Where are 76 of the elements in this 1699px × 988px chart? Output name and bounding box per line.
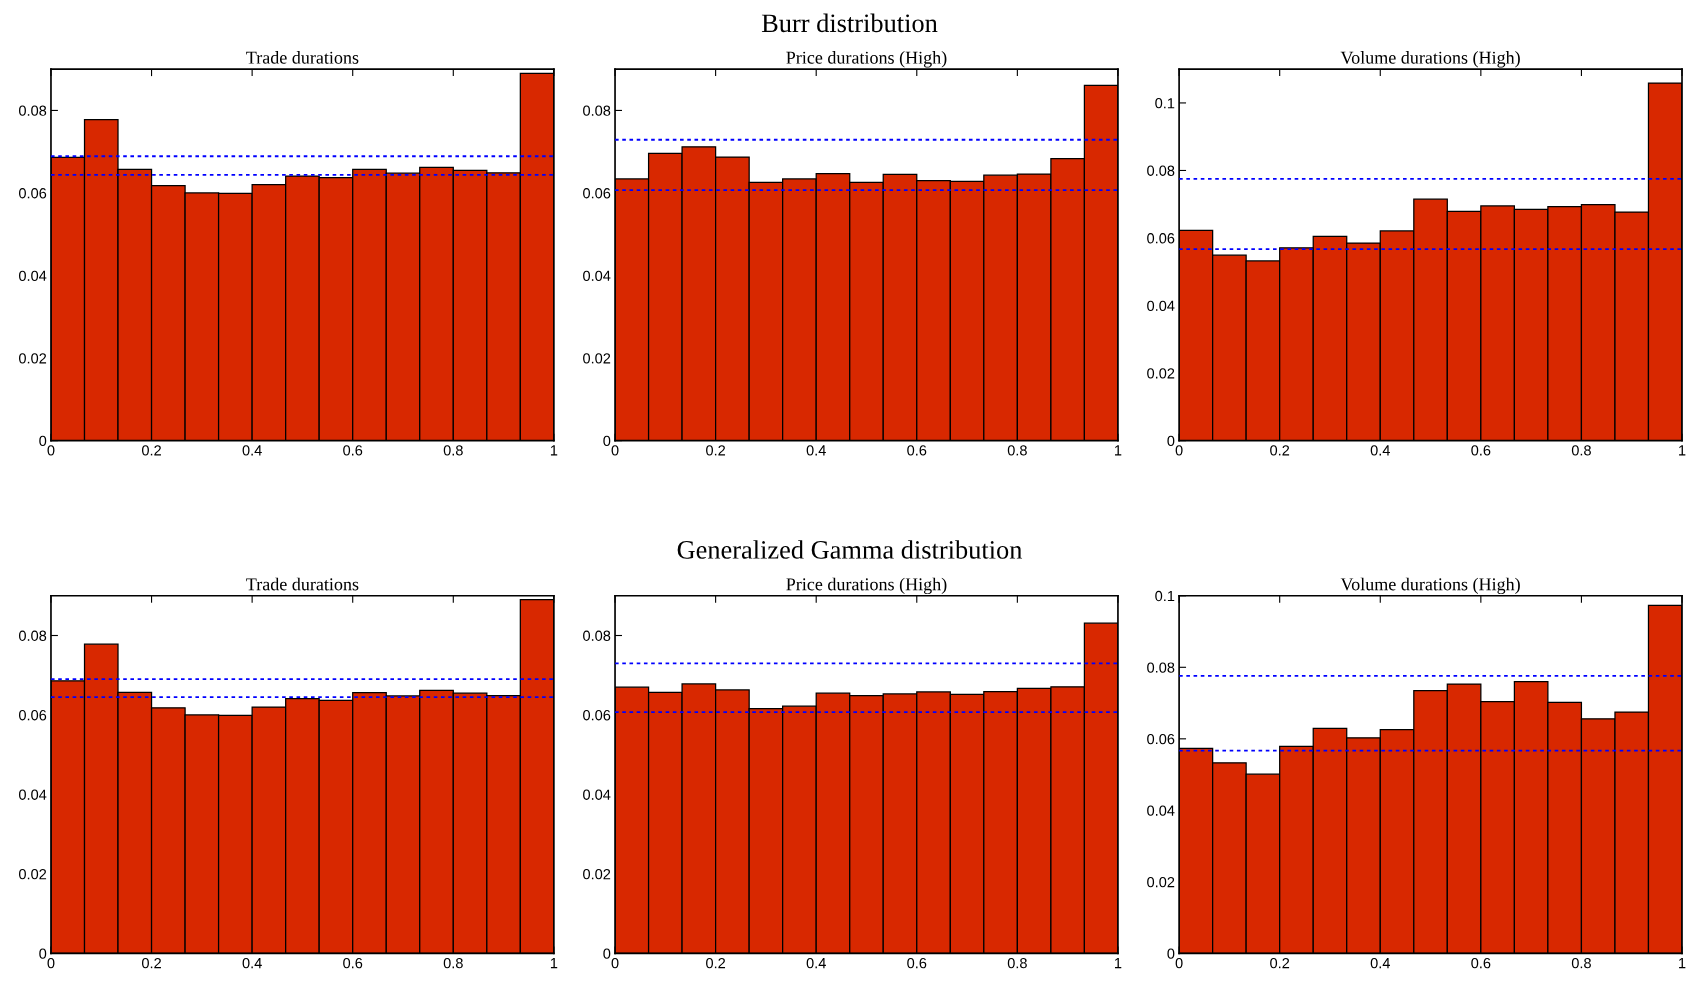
x-tick-label: 0.8	[443, 445, 463, 456]
text: Generalized Gamma distribution	[677, 540, 1023, 559]
x-tick-label: 0.2	[1270, 445, 1290, 456]
y-tick-label: 0.04	[583, 270, 611, 281]
x-tick-label: 0.6	[907, 445, 927, 456]
x-tick-label: 0.4	[1370, 957, 1390, 969]
text: Burr distribution	[761, 13, 938, 33]
x-tick-label: 0.6	[907, 957, 927, 969]
chart-title: Price durations (High)	[786, 577, 947, 595]
x-tick-label: 0	[1175, 957, 1183, 969]
chart-title: Volume durations (High)	[1340, 577, 1520, 595]
x-tick-label: 1	[1115, 958, 1122, 969]
x-tick-label: 0.2	[1270, 957, 1290, 969]
y-tick-label: 0.06	[18, 188, 47, 199]
x-tick-label: 1	[1679, 445, 1686, 456]
y-tick-label: 0.08	[18, 630, 47, 641]
chart-title: Trade durations	[246, 51, 359, 64]
x-tick-label: 0.8	[1571, 957, 1591, 969]
y-tick-label: 0.08	[1147, 165, 1175, 176]
x-tick-label: 0.2	[706, 957, 726, 969]
y-tick-label: 0.04	[583, 789, 611, 800]
x-tick-label: 0.8	[443, 957, 463, 969]
y-tick-label: 0.08	[583, 105, 611, 116]
chart-title: Price durations (High)	[786, 51, 947, 68]
x-tick-label: 0.6	[343, 957, 363, 969]
x-tick-label: 0	[1175, 445, 1183, 456]
y-tick-label: 0.02	[18, 353, 47, 364]
x-tick-label: 0.8	[1007, 957, 1027, 969]
x-tick-label: 0.4	[1370, 445, 1390, 456]
y-tick-label: 0	[39, 435, 47, 447]
x-tick-label: 0	[611, 957, 619, 969]
y-tick-label: 0.04	[18, 270, 47, 281]
y-tick-label: 0.06	[1147, 733, 1175, 745]
y-tick-label: 0.02	[583, 353, 611, 364]
x-tick-label: 1	[1115, 445, 1122, 456]
y-tick-label: 0.04	[1147, 300, 1175, 311]
x-tick-label: 0	[47, 445, 55, 456]
y-tick-label: 0	[603, 435, 611, 447]
y-tick-label: 0.08	[583, 630, 611, 641]
x-tick-label: 0.4	[806, 957, 826, 969]
y-tick-label: 0.04	[18, 789, 47, 800]
y-tick-label: 0.08	[1147, 662, 1175, 673]
y-tick-label: 0.06	[1147, 233, 1175, 244]
x-tick-label: 0.8	[1007, 445, 1027, 456]
y-tick-label: 0.02	[18, 869, 47, 880]
y-tick-label: 0.08	[18, 105, 47, 116]
y-tick-label: 0.04	[1147, 805, 1175, 816]
x-tick-label: 0.4	[242, 957, 262, 969]
y-tick-label: 0.1	[1155, 98, 1175, 109]
y-tick-label: 0	[603, 948, 611, 959]
y-tick-label: 0.06	[18, 710, 47, 721]
x-tick-label: 0.2	[141, 957, 161, 969]
x-tick-label: 0	[611, 445, 619, 456]
x-tick-label: 0.6	[1471, 957, 1491, 969]
x-tick-label: 0.2	[706, 445, 726, 456]
x-tick-label: 0.6	[1471, 445, 1491, 456]
x-tick-label: 1	[550, 445, 558, 456]
x-tick-label: 0.4	[242, 445, 262, 456]
y-tick-label: 0.06	[583, 710, 611, 721]
y-tick-label: 0	[1167, 435, 1175, 447]
y-tick-label: 0.02	[583, 869, 611, 880]
y-tick-label: 0.06	[583, 188, 611, 199]
y-tick-label: 0.02	[1147, 876, 1175, 888]
y-tick-label: 0.1	[1155, 590, 1175, 602]
y-tick-label: 0.02	[1147, 368, 1175, 379]
x-tick-label: 0.4	[806, 445, 826, 456]
x-tick-label: 0.8	[1571, 445, 1591, 456]
chart-title: Volume durations (High)	[1340, 51, 1520, 68]
y-tick-label: 0	[39, 948, 47, 959]
y-tick-label: 0	[1167, 948, 1175, 959]
x-tick-label: 0.6	[343, 445, 363, 456]
chart-title: Trade durations	[246, 577, 359, 591]
x-tick-label: 1	[1679, 958, 1686, 969]
x-tick-label: 0	[47, 957, 55, 969]
x-tick-label: 1	[550, 958, 558, 969]
x-tick-label: 0.2	[141, 445, 161, 456]
